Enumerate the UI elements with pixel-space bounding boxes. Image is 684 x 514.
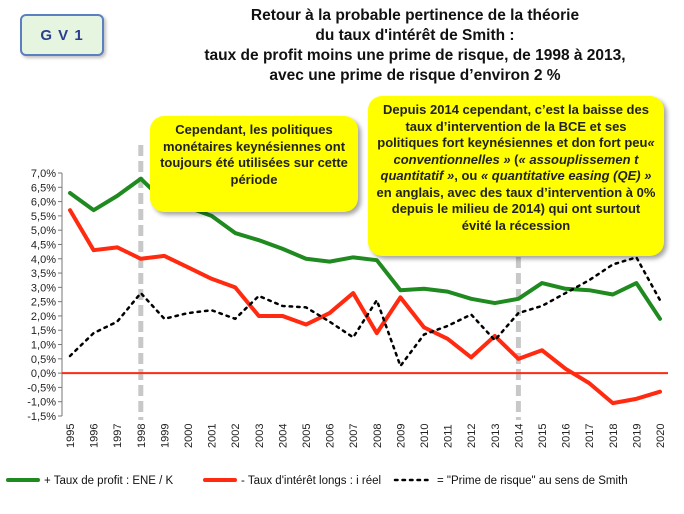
x-tick-label: 2009 [395, 424, 407, 448]
y-tick-label: -1,5% [27, 411, 56, 423]
title-line-1: Retour à la probable pertinence de la th… [250, 7, 580, 24]
legend-label-3: = "Prime de risque" au sens de Smith [437, 475, 628, 487]
y-tick-label: 2,0% [31, 311, 56, 323]
x-tick-label: 1996 [89, 424, 101, 448]
y-tick-label: 1,0% [31, 340, 56, 352]
legend-label-1: + Taux de profit : ENE / K [44, 475, 174, 487]
y-tick-label: 4,0% [31, 254, 56, 266]
title-line-3: taux de profit moins une prime de risque… [204, 47, 626, 64]
vertical-markers [138, 145, 521, 420]
y-tick-label: 2,5% [31, 297, 56, 309]
x-tick-label: 2010 [419, 424, 431, 448]
x-tick-label: 2000 [183, 424, 195, 448]
x-tick-label: 1995 [65, 424, 77, 448]
x-tick-label: 1997 [112, 424, 124, 448]
y-tick-label: 4,5% [31, 239, 56, 251]
y-tick-label: 3,0% [31, 282, 56, 294]
y-tick-label: 6,0% [31, 197, 56, 209]
y-tick-label: -1,0% [27, 397, 56, 409]
y-tick-label: 0,0% [31, 368, 56, 380]
x-tick-label: 2005 [301, 424, 313, 448]
x-tick-label: 2015 [537, 424, 549, 448]
y-tick-label: 5,0% [31, 225, 56, 237]
callout-left: Cependant, les politiques monétaires key… [150, 116, 358, 212]
legend-label-2: - Taux d'intérêt longs : i réel [241, 475, 381, 487]
y-tick-label: -0,5% [27, 382, 56, 394]
chart-title: Retour à la probable pertinence de la th… [150, 6, 680, 86]
axes: -1,5% -1,0% -0,5% 0,0% 0,5% 1,0% 1,5% 2,0% 2,5% 3… [27, 168, 668, 448]
gv-badge: G V 1 [20, 14, 104, 56]
x-tick-label: 2018 [608, 424, 620, 448]
x-tick-label: 2019 [631, 424, 643, 448]
x-tick-label: 2020 [655, 424, 667, 448]
callout-right: Depuis 2014 cependant, c’est la baisse d… [368, 96, 664, 256]
x-tick-label: 2012 [466, 424, 478, 448]
series-risk-premium [68, 256, 662, 368]
y-tick-label: 1,5% [31, 325, 56, 337]
x-tick-label: 2014 [513, 424, 525, 448]
title-line-2: du taux d'intérêt de Smith : [315, 27, 515, 44]
x-tick-label: 2011 [443, 424, 455, 448]
y-tick-label: 0,5% [31, 354, 56, 366]
legend: + Taux de profit : ENE / K - Taux d'intér… [6, 475, 628, 487]
x-tick-label: 1998 [136, 424, 148, 448]
x-tick-label: 2006 [325, 424, 337, 448]
x-tick-label: 2007 [348, 424, 360, 448]
y-tick-label: 7,0% [31, 168, 56, 180]
x-tick-label: 1999 [159, 424, 171, 448]
x-tick-label: 2017 [584, 424, 596, 448]
y-tick-label: 5,5% [31, 211, 56, 223]
x-tick-label: 2003 [254, 424, 266, 448]
y-tick-label: 3,5% [31, 268, 56, 280]
x-tick-label: 2013 [490, 424, 502, 448]
series-real-interest-rate [68, 208, 662, 406]
x-tick-label: 2008 [372, 424, 384, 448]
x-tick-label: 2004 [277, 424, 289, 448]
title-line-4: avec une prime de risque d’environ 2 % [269, 67, 561, 84]
x-tick-label: 2001 [207, 424, 219, 448]
x-tick-label: 2016 [561, 424, 573, 448]
y-tick-label: 6,5% [31, 182, 56, 194]
x-tick-label: 2002 [230, 424, 242, 448]
